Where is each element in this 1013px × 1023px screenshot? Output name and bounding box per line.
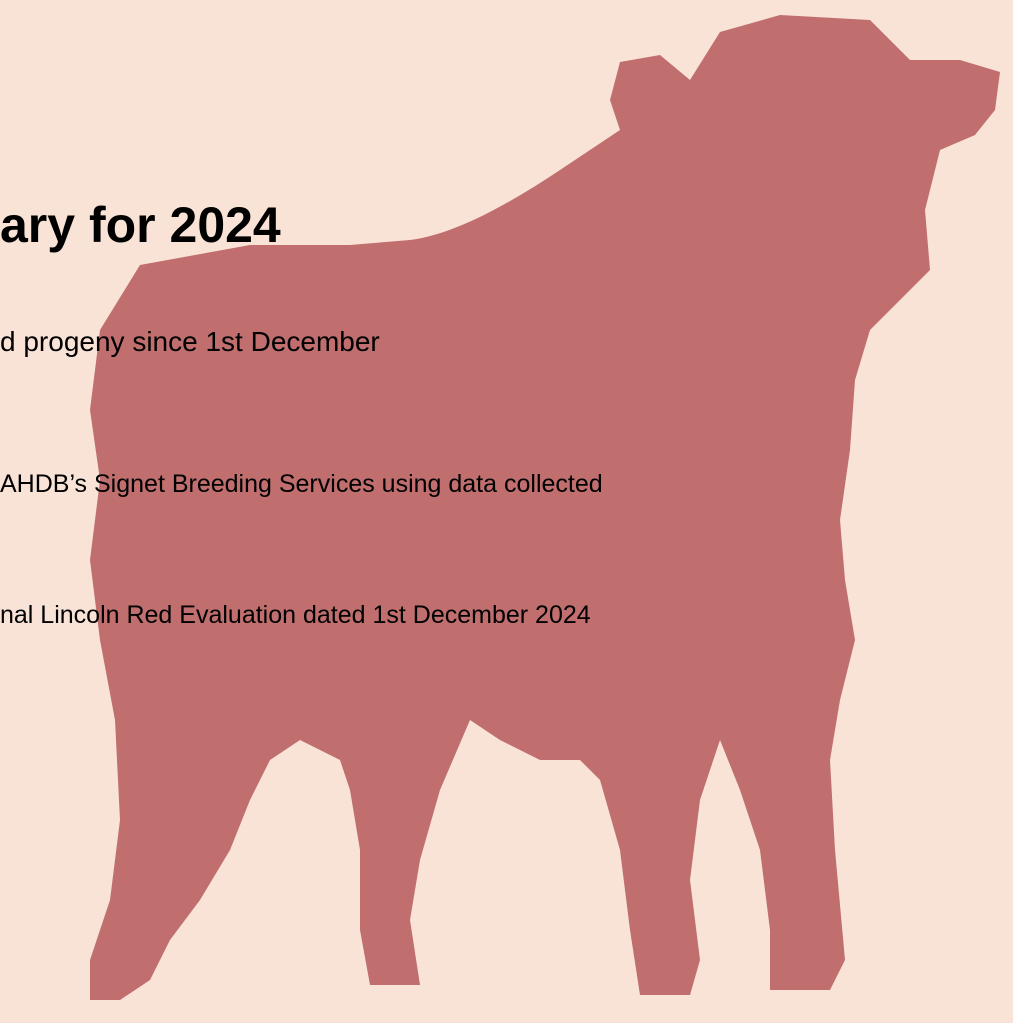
cow-shape xyxy=(90,15,1000,1000)
title: ary for 2024 xyxy=(0,197,281,253)
text-line: AHDB’s Signet Breeding Services using da… xyxy=(0,470,603,498)
text-line: d progeny since 1st December xyxy=(0,326,380,357)
text-line: nal Lincoln Red Evaluation dated 1st Dec… xyxy=(0,601,591,629)
